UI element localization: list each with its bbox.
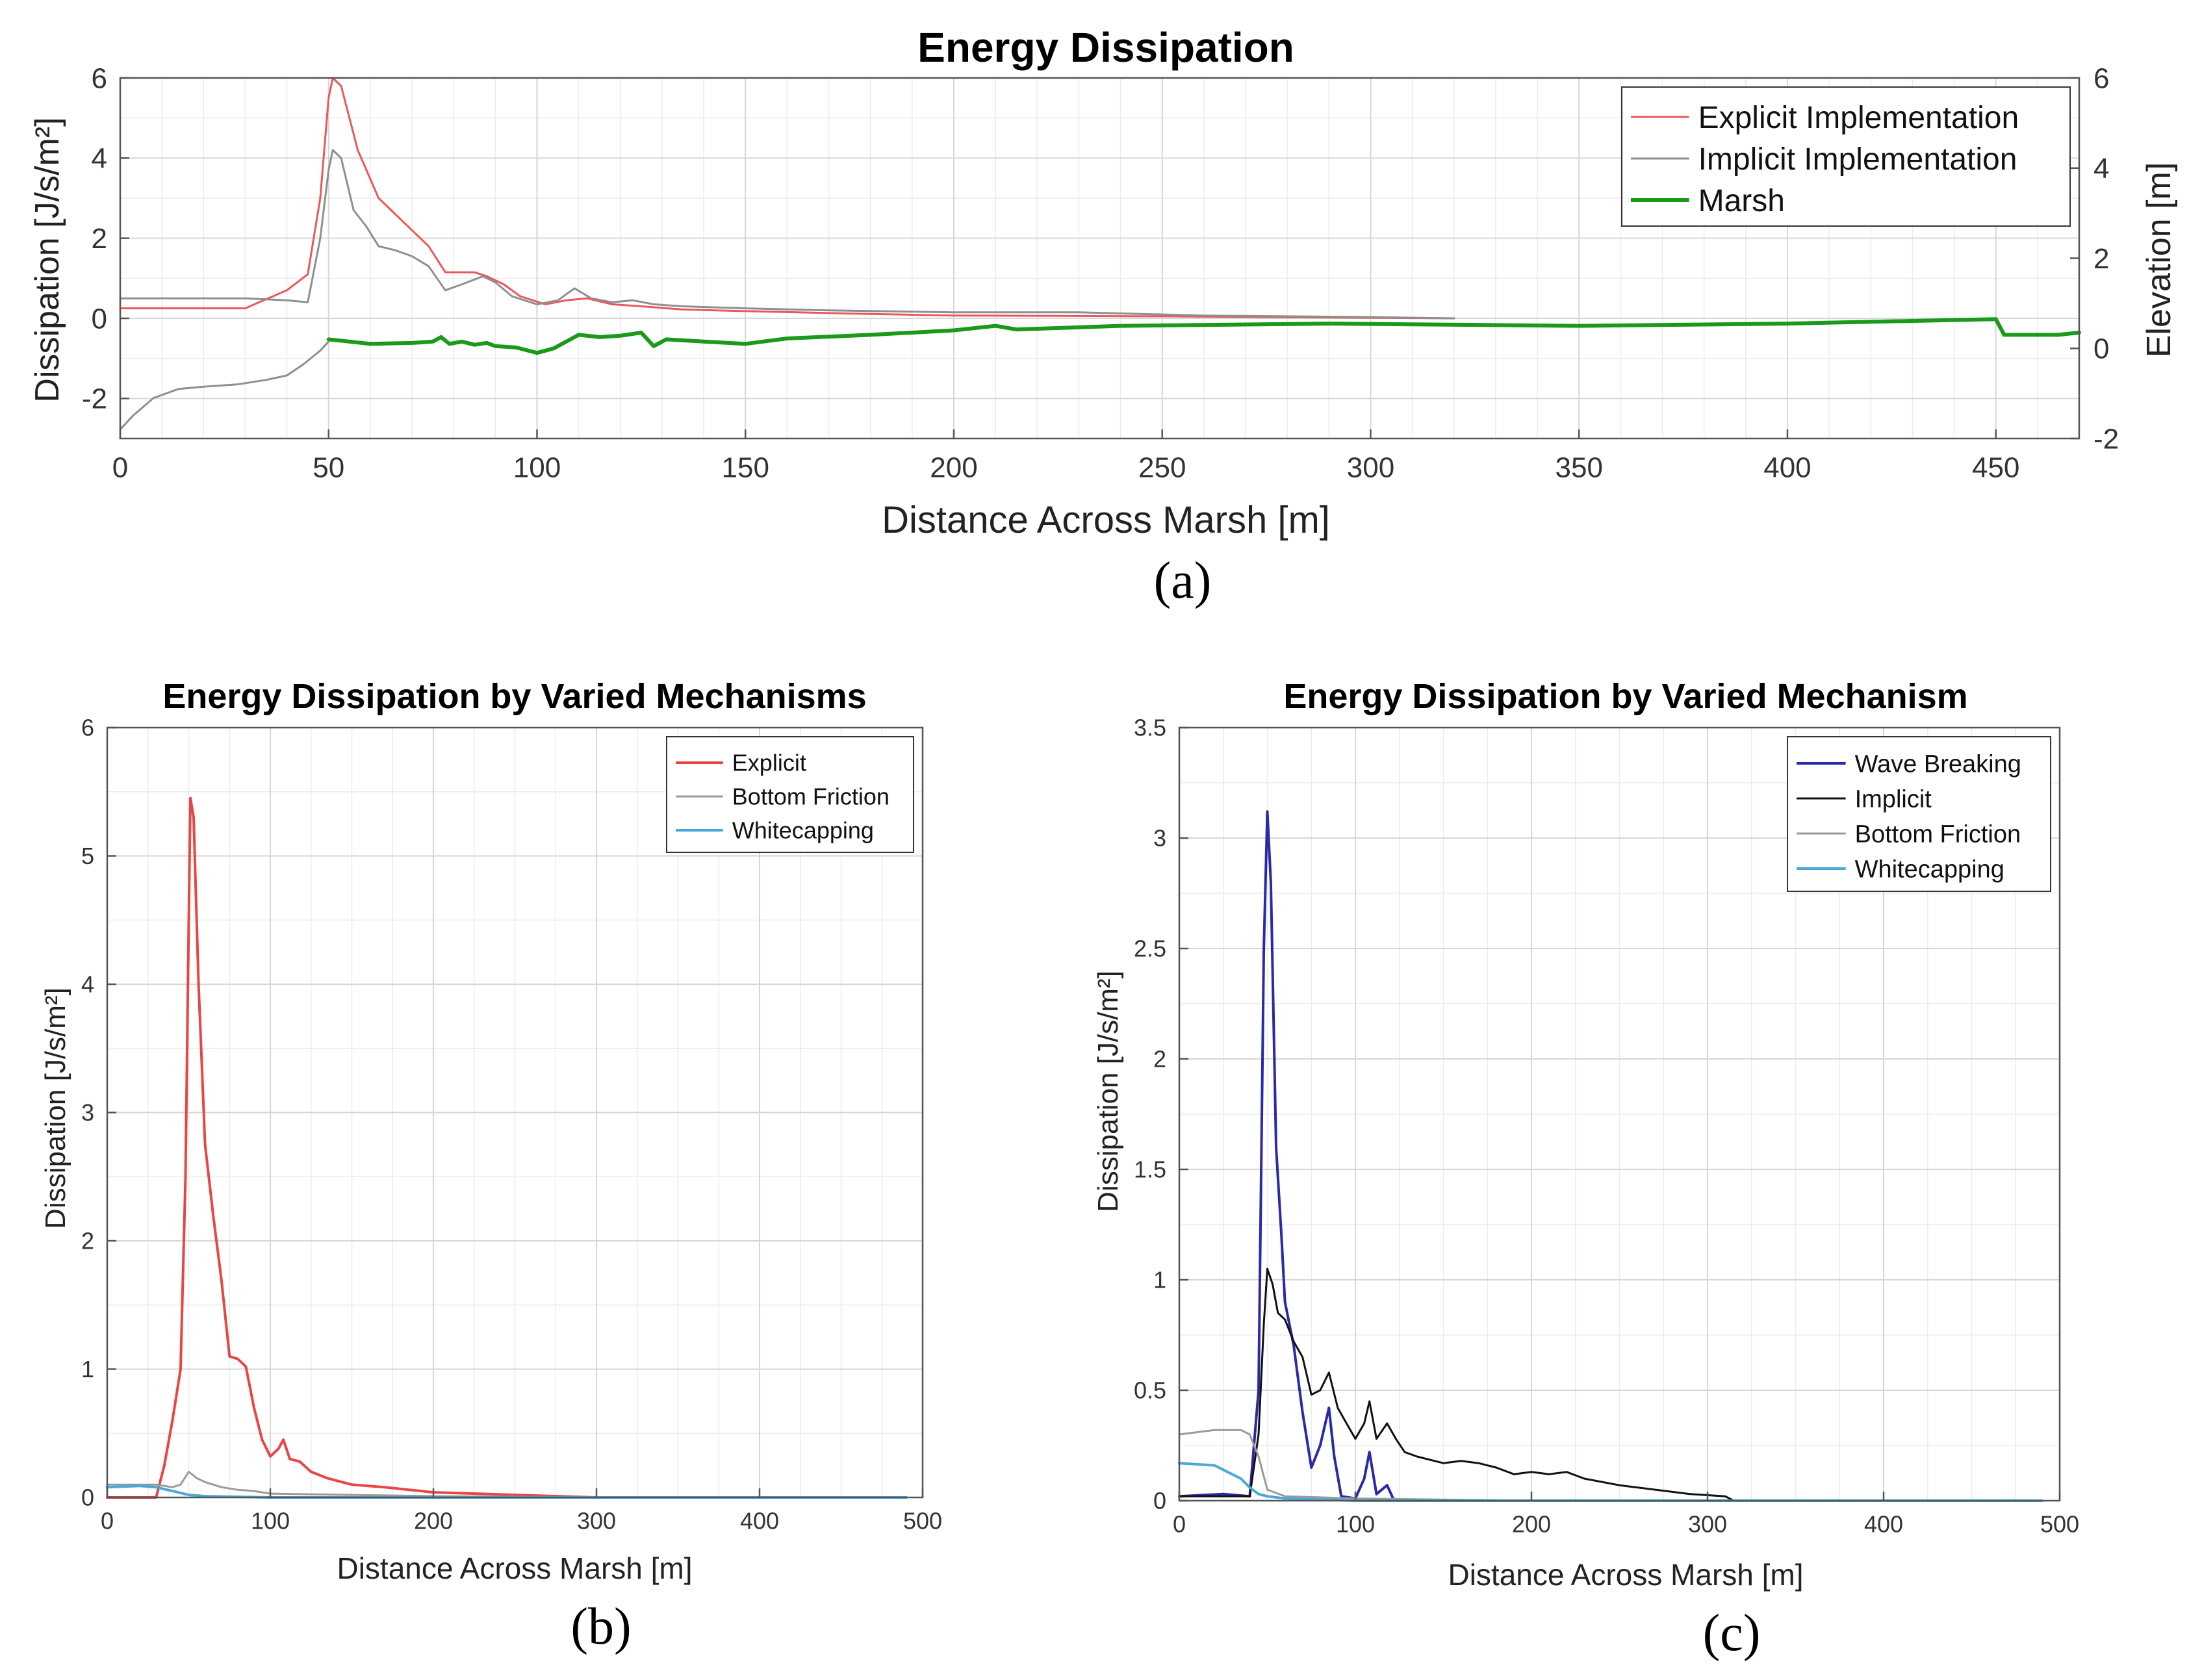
x-tick-label: 400 [740, 1508, 779, 1534]
x-tick-label: 100 [251, 1508, 290, 1534]
y2-tick-label: 4 [2093, 153, 2109, 185]
series-line-elevation-grey- [119, 340, 330, 431]
y-tick-label: 2 [1153, 1046, 1166, 1073]
y-tick-label: -2 [82, 383, 107, 415]
x-tick-label: 400 [1763, 452, 1811, 483]
y-tick-label: 0 [92, 303, 107, 335]
x-tick-label: 0 [1173, 1511, 1186, 1538]
panel-b-legend: Explicit Bottom Friction Whitecapping [666, 736, 914, 853]
legend-box [1621, 86, 2071, 227]
x-tick-label: 300 [1347, 452, 1394, 483]
x-tick-label: 200 [414, 1508, 453, 1534]
x-tick-label: 0 [112, 452, 128, 483]
panel-c-legend: Wave Breaking Implicit Bottom Friction Whit… [1787, 736, 2051, 892]
panel-b-ticks: 0 100 200 300 400 500 0 1 2 3 4 5 6 [81, 715, 942, 1534]
panel-c-ticks: 0 100 200 300 400 500 0 0.5 1 1.5 2 2.5 3 3.5 [1134, 715, 2079, 1538]
x-tick-label: 250 [1138, 452, 1186, 483]
legend-label: Whitecapping [732, 817, 874, 844]
x-tick-label: 450 [1972, 452, 2019, 483]
legend-label: Marsh [1698, 184, 1785, 218]
panel-a-ticks: 0 50 100 150 200 250 300 350 400 450 -2 0 2 4 6 -2 0 2 4 6 [82, 62, 2119, 483]
y-tick-label: 1.5 [1134, 1156, 1166, 1183]
series-line-explicit-implementation [119, 77, 1455, 320]
series-line-marsh [326, 317, 2081, 355]
panel-a-chart: Energy Dissipation Distance Across Marsh… [29, 24, 2178, 609]
legend-label: Wave Breaking [1855, 750, 2021, 778]
x-tick-label: 50 [313, 452, 344, 483]
y2-tick-label: 0 [2093, 333, 2109, 365]
series-line-bottom-friction [106, 1471, 598, 1499]
y-tick-label: 1 [81, 1356, 94, 1382]
x-tick-label: 200 [930, 452, 977, 483]
y-tick-label: 0 [81, 1484, 94, 1511]
panel-c-axes-box [1178, 726, 2061, 1502]
panel-b-chart: Energy Dissipation by Varied Mechanisms … [40, 677, 942, 1655]
panel-a-xlabel: Distance Across Marsh [m] [882, 499, 1330, 541]
legend-label: Implicit Implementation [1698, 142, 2017, 177]
series-line-implicit-implementation [119, 149, 1455, 320]
series-line-wave-breaking [1178, 810, 1745, 1502]
panel-a-legend: Explicit Implementation Implicit Implemen… [1621, 86, 2071, 227]
x-tick-label: 0 [101, 1508, 114, 1534]
panel-c-xlabel: Distance Across Marsh [m] [1448, 1558, 1803, 1592]
y-tick-label: 2 [81, 1228, 94, 1254]
y2-tick-label: -2 [2093, 423, 2119, 455]
legend-label: Implicit [1855, 785, 1932, 813]
y-tick-label: 2 [92, 223, 107, 255]
legend-label: Bottom Friction [732, 783, 890, 810]
panel-a-title: Energy Dissipation [917, 24, 1294, 71]
y-tick-label: 1 [1153, 1267, 1166, 1293]
x-tick-label: 100 [1336, 1511, 1375, 1538]
y-tick-label: 3 [81, 1099, 94, 1126]
x-tick-label: 200 [1512, 1511, 1551, 1538]
x-tick-label: 300 [1688, 1511, 1727, 1538]
y-tick-label: 5 [81, 843, 94, 869]
series-line-explicit [106, 796, 598, 1499]
x-tick-label: 400 [1864, 1511, 1903, 1538]
x-tick-label: 500 [2040, 1511, 2079, 1538]
y-tick-label: 4 [92, 143, 107, 175]
legend-label: Explicit [732, 750, 806, 776]
y-tick-label: 4 [81, 971, 94, 998]
panel-b-xlabel: Distance Across Marsh [m] [337, 1551, 692, 1585]
y-tick-label: 6 [92, 62, 107, 94]
y-tick-label: 0.5 [1134, 1377, 1166, 1404]
series-line-implicit [1178, 1267, 1735, 1502]
legend-label: Whitecapping [1855, 856, 2004, 883]
y-tick-label: 3.5 [1134, 715, 1166, 741]
legend-box [666, 736, 914, 853]
x-tick-label: 150 [722, 452, 769, 483]
y-tick-label: 0 [1153, 1488, 1166, 1514]
panel-a-ylabel: Dissipation [J/s/m²] [29, 117, 66, 402]
y2-tick-label: 2 [2093, 243, 2109, 275]
legend-label: Bottom Friction [1855, 821, 2021, 848]
panel-a-series [119, 77, 2081, 431]
panel-a-caption: (a) [1154, 552, 1212, 609]
x-tick-label: 100 [513, 452, 561, 483]
y-tick-label: 2.5 [1134, 935, 1166, 962]
panel-c-title: Energy Dissipation by Varied Mechanism [1283, 677, 1967, 716]
panel-b-title: Energy Dissipation by Varied Mechanisms [162, 677, 866, 716]
x-tick-label: 500 [903, 1508, 942, 1534]
y-tick-label: 3 [1153, 825, 1166, 852]
panel-a-y2label: Elevation [m] [2140, 162, 2178, 358]
panel-c-chart: Energy Dissipation by Varied Mechanism D… [1092, 677, 2079, 1662]
panel-c-caption: (c) [1703, 1605, 1761, 1662]
panel-b-caption: (b) [570, 1598, 631, 1655]
y-tick-label: 6 [81, 715, 94, 741]
x-tick-label: 350 [1555, 452, 1603, 483]
x-tick-label: 300 [577, 1508, 616, 1534]
panel-c-ylabel: Dissipation [J/s/m²] [1092, 971, 1124, 1212]
panel-b-ylabel: Dissipation [J/s/m²] [40, 987, 71, 1229]
legend-label: Explicit Implementation [1698, 101, 2019, 135]
y2-tick-label: 6 [2093, 62, 2109, 94]
